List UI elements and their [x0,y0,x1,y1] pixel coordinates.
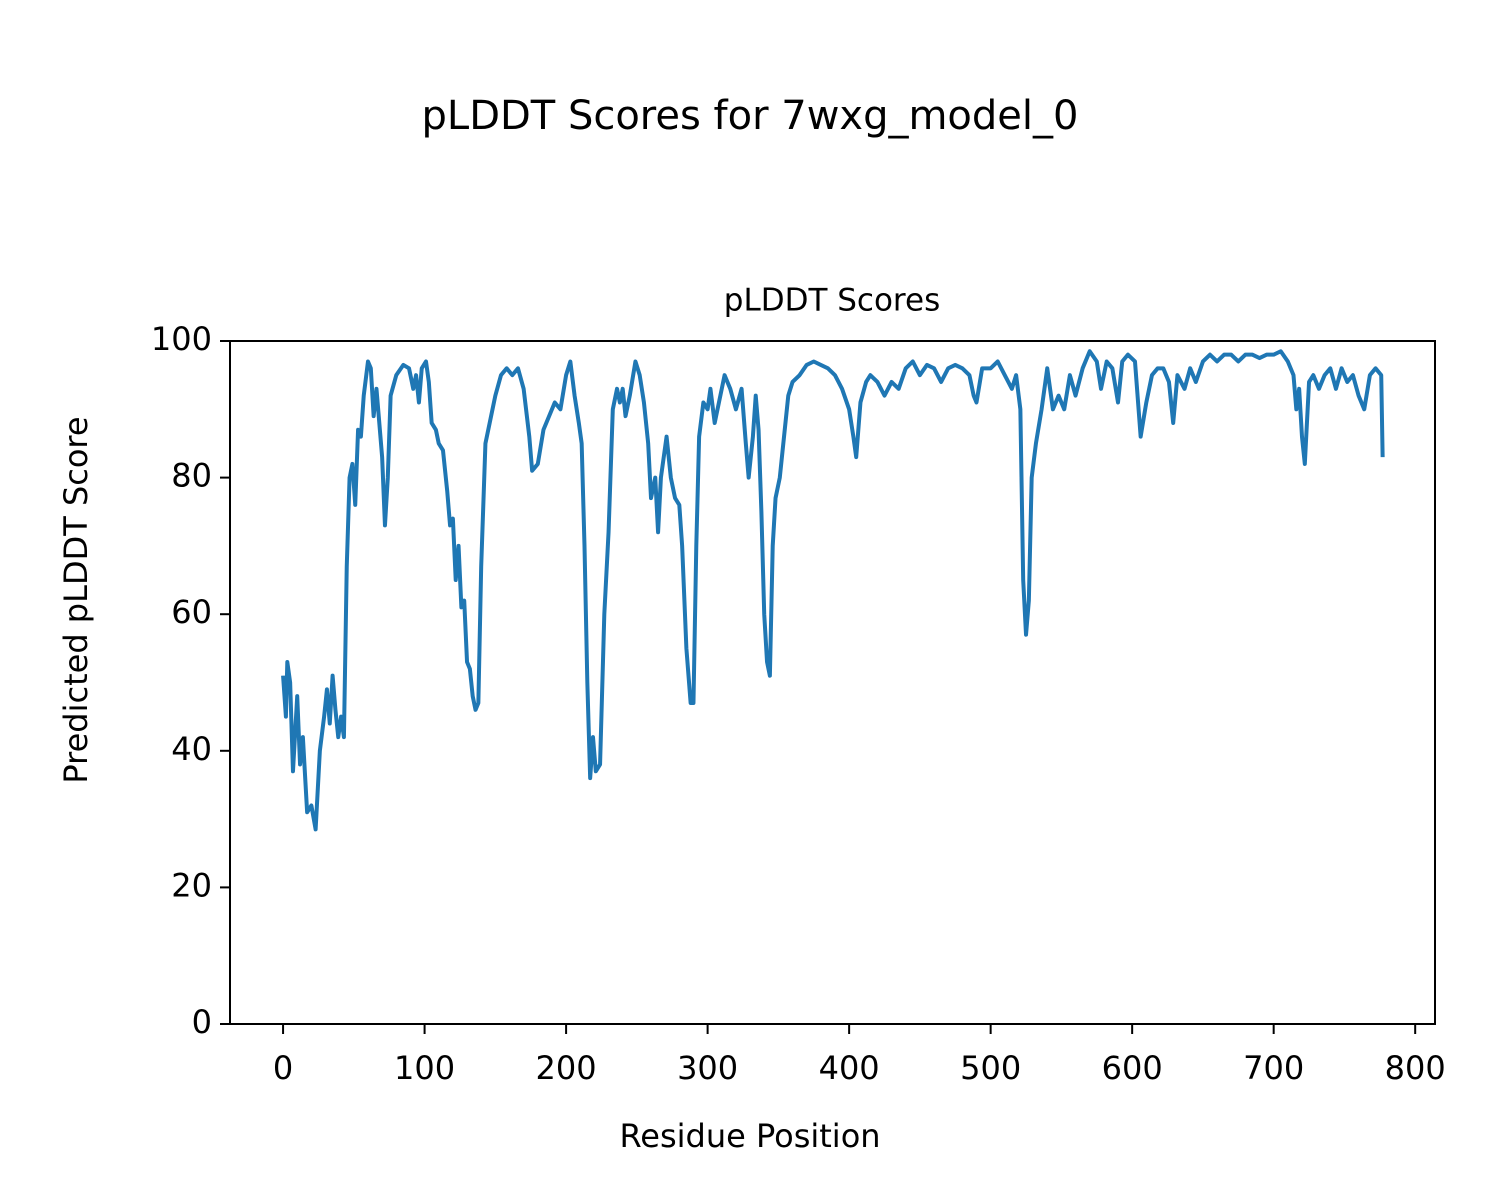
y-tick-label: 100 [151,320,212,358]
axes-title: pLDDT Scores [724,283,940,319]
line [281,349,1385,832]
x-tick-label: 200 [536,1049,597,1087]
x-axis-label: Residue Position [619,1117,880,1155]
x-tick-label: 500 [960,1049,1021,1087]
x-tick-label: 400 [819,1049,880,1087]
x-tick-label: 300 [677,1049,738,1087]
x-tick-label: 0 [273,1049,293,1087]
y-tick-label: 80 [171,457,212,495]
axes-frame [229,340,1436,1025]
y-tick-label: 20 [171,866,212,904]
x-tick-label: 600 [1102,1049,1163,1087]
chart-title: pLDDT Scores for 7wxg_model_0 [422,93,1079,139]
x-tick-label: 100 [394,1049,455,1087]
y-tick-label: 40 [171,730,212,768]
y-tick-label: 60 [171,593,212,631]
y-tick-label: 0 [192,1003,212,1041]
x-tick-label: 700 [1243,1049,1304,1087]
x-tick-label: 800 [1385,1049,1446,1087]
y-axis-label: Predicted pLDDT Score [57,416,95,783]
